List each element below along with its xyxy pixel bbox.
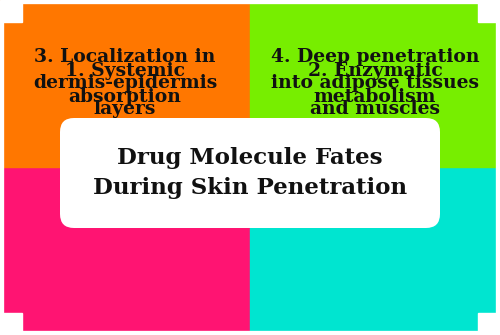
Text: 2. Enzymatic
metabolism: 2. Enzymatic metabolism: [308, 62, 442, 106]
Text: 4. Deep penetration
into adipose tissues
and muscles: 4. Deep penetration into adipose tissues…: [271, 48, 479, 118]
Bar: [0, 313, 22, 335]
Bar: [0, 0, 250, 167]
Bar: [250, 167, 500, 335]
Bar: [0, 167, 250, 335]
Text: 3. Localization in
dermis-epidermis
layers: 3. Localization in dermis-epidermis laye…: [33, 48, 217, 118]
Text: Drug Molecule Fates
During Skin Penetration: Drug Molecule Fates During Skin Penetrat…: [93, 147, 407, 199]
Text: 1. Systemic
absorption: 1. Systemic absorption: [65, 62, 185, 106]
Bar: [478, 313, 500, 335]
FancyBboxPatch shape: [60, 118, 440, 228]
Bar: [0, 0, 22, 22]
Bar: [478, 0, 500, 22]
Bar: [250, 0, 500, 167]
